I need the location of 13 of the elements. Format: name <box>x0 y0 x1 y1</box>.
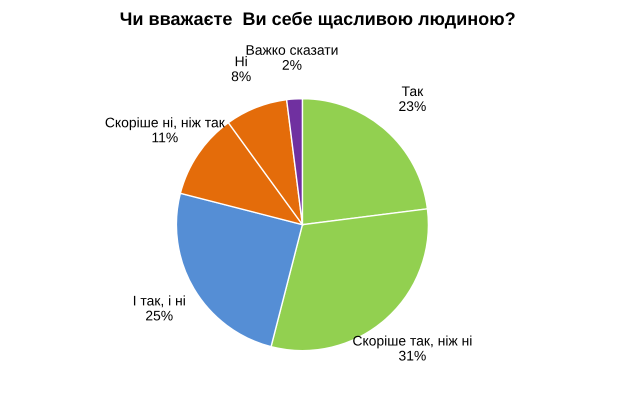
slice-label: Важко сказати <box>246 45 338 55</box>
chart-title: Чи вважаєте Ви себе щасливою людиною? <box>120 12 515 29</box>
data-label: 31% <box>399 350 426 361</box>
slice-label: Так <box>402 86 424 96</box>
data-label: 8% <box>232 71 251 82</box>
data-label: 2% <box>282 60 302 70</box>
data-label: 11% <box>152 132 178 142</box>
slice-label: Ні <box>236 56 247 66</box>
slice-label: Скоріше ні, ніж так <box>106 117 225 130</box>
data-label: 23% <box>399 101 426 112</box>
slice-label: І так, і ні <box>134 295 185 308</box>
slice-label: Скоріше так, ніж ні <box>353 335 472 348</box>
data-label: 25% <box>146 310 173 321</box>
